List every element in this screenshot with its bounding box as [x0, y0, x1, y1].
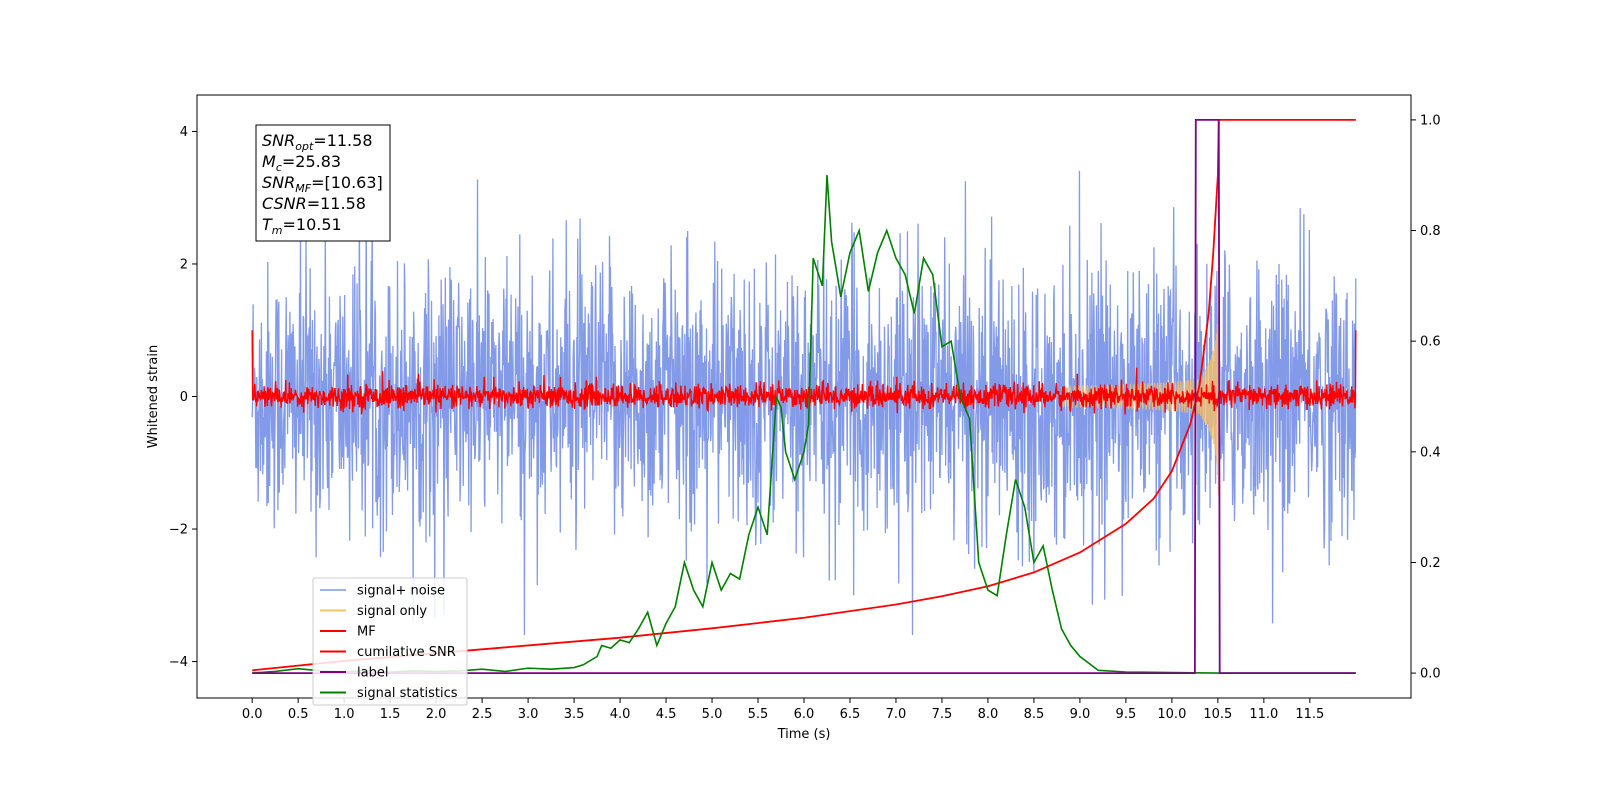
x-tick-label: 8.0 [978, 707, 999, 722]
series-signal-statistics-line [252, 175, 1356, 674]
x-tick-label: 3.5 [564, 707, 585, 722]
x-tick-label: 0.0 [242, 707, 263, 722]
y-tick-label: 2 [180, 257, 188, 272]
y2-tick-label: 0.0 [1420, 667, 1441, 682]
x-tick-label: 3.0 [518, 707, 539, 722]
y-tick-label: 0 [180, 390, 188, 405]
x-tick-label: 7.5 [932, 707, 953, 722]
x-tick-label: 10.0 [1157, 707, 1186, 722]
y-tick-label: 4 [180, 125, 188, 140]
info-box-line: Tm=10.51 [262, 215, 342, 237]
x-tick-label: 5.5 [748, 707, 769, 722]
x-tick-label: 11.0 [1249, 707, 1278, 722]
x-tick-label: 4.0 [610, 707, 631, 722]
info-box-line: SNRMF=[10.63] [262, 173, 383, 195]
y2-tick-label: 0.4 [1420, 445, 1441, 460]
y2-tick-label: 0.2 [1420, 556, 1441, 571]
y-tick-label: −4 [169, 655, 188, 670]
legend-label: label [357, 666, 388, 681]
y2-tick-label: 0.6 [1420, 335, 1441, 350]
x-tick-label: 9.5 [1116, 707, 1137, 722]
x-tick-label: 1.5 [380, 707, 401, 722]
y-tick-label: −2 [169, 523, 188, 538]
series-mf-line [251, 330, 1357, 415]
x-tick-label: 4.5 [656, 707, 677, 722]
legend-label: cumilative SNR [357, 645, 456, 660]
info-box-line: SNRopt=11.58 [262, 131, 373, 153]
x-tick-label: 8.5 [1024, 707, 1045, 722]
y2-tick-label: 1.0 [1420, 113, 1441, 128]
series-signal-noise-line [251, 144, 1357, 636]
legend-label: signal+ noise [357, 584, 445, 599]
x-tick-label: 2.5 [472, 707, 493, 722]
x-axis-label: Time (s) [777, 727, 831, 742]
legend-label: signal only [357, 604, 427, 619]
x-tick-label: 6.0 [794, 707, 815, 722]
legend-frame [312, 577, 468, 706]
series-label-line [252, 118, 1356, 675]
x-tick-label: 0.5 [288, 707, 309, 722]
x-tick-label: 6.5 [840, 707, 861, 722]
x-tick-label: 11.5 [1295, 707, 1324, 722]
legend: signal+ noise signal only MF cumilative SNR… [312, 577, 468, 706]
y2-tick-label: 0.8 [1420, 224, 1441, 239]
info-box: SNRopt=11.58Mc=25.83SNRMF=[10.63]CSNR=11… [255, 124, 391, 242]
legend-label: MF [357, 625, 376, 640]
x-tick-label: 2.0 [426, 707, 447, 722]
plot-area: 0.0 0.5 1.0 1.5 2.0 2.5 3.0 3.5 4.0 4.5 5.0 5.5 6.0 6… [169, 94, 1441, 722]
x-tick-label: 5.0 [702, 707, 723, 722]
info-box-line: CSNR=11.58 [262, 194, 366, 213]
x-tick-label: 10.5 [1203, 707, 1232, 722]
legend-label: signal statistics [357, 686, 458, 701]
x-tick-label: 1.0 [334, 707, 355, 722]
x-tick-label: 7.0 [886, 707, 907, 722]
info-box-line: Mc=25.83 [262, 152, 341, 174]
y-axis-label: Whitened strain [146, 345, 161, 448]
x-tick-label: 9.0 [1070, 707, 1091, 722]
info-box-frame [255, 124, 391, 242]
